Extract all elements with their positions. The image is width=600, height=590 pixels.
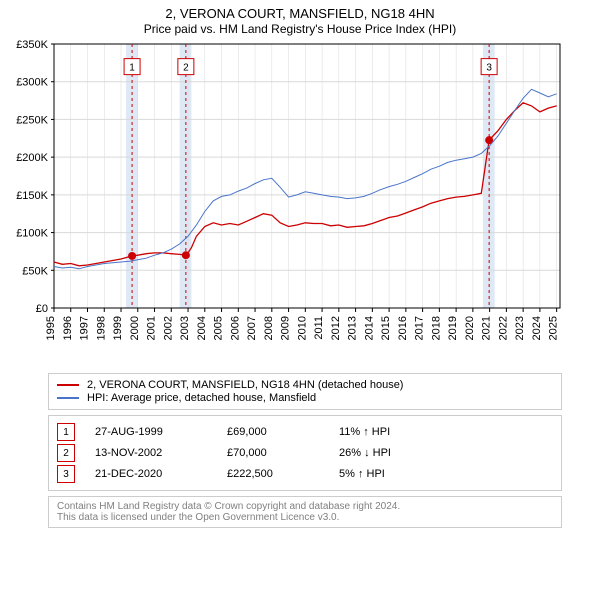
x-tick-label: 2005	[213, 316, 225, 340]
x-tick-label: 1999	[112, 316, 124, 340]
y-tick-label: £250K	[16, 115, 48, 127]
x-tick-label: 2011	[313, 316, 325, 340]
x-tick-label: 1997	[79, 316, 91, 340]
legend-item: HPI: Average price, detached house, Mans…	[57, 392, 553, 404]
x-tick-label: 2001	[146, 316, 158, 340]
event-marker-label: 2	[183, 63, 189, 74]
event-badge: 1	[57, 423, 75, 441]
x-tick-label: 2007	[246, 316, 258, 340]
sale-point	[182, 251, 190, 259]
event-price: £69,000	[227, 426, 327, 438]
event-marker-label: 1	[129, 63, 135, 74]
x-tick-label: 2024	[531, 316, 543, 340]
x-tick-label: 1996	[62, 316, 74, 340]
event-date: 13-NOV-2002	[95, 447, 215, 459]
event-date: 27-AUG-1999	[95, 426, 215, 438]
x-tick-label: 2015	[380, 316, 392, 340]
x-tick-label: 2004	[196, 316, 208, 340]
event-row: 2 13-NOV-2002 £70,000 26% ↓ HPI	[57, 444, 553, 462]
chart-title: 2, VERONA COURT, MANSFIELD, NG18 4HN	[8, 6, 592, 22]
x-tick-label: 2020	[464, 316, 476, 340]
event-date: 21-DEC-2020	[95, 468, 215, 480]
x-tick-label: 2010	[296, 316, 308, 340]
x-tick-label: 1995	[45, 316, 57, 340]
legend-label: HPI: Average price, detached house, Mans…	[87, 392, 316, 404]
x-tick-label: 2014	[363, 316, 375, 340]
event-badge: 3	[57, 465, 75, 483]
event-delta: 26% ↓ HPI	[339, 447, 553, 459]
x-tick-label: 2021	[481, 316, 493, 340]
event-row: 3 21-DEC-2020 £222,500 5% ↑ HPI	[57, 465, 553, 483]
x-tick-label: 1998	[95, 316, 107, 340]
x-tick-label: 2012	[330, 316, 342, 340]
x-tick-label: 2022	[497, 316, 509, 340]
legend-label: 2, VERONA COURT, MANSFIELD, NG18 4HN (de…	[87, 379, 403, 391]
x-tick-label: 2000	[129, 316, 141, 340]
x-tick-label: 2018	[430, 316, 442, 340]
x-tick-label: 2003	[179, 316, 191, 340]
y-tick-label: £300K	[16, 77, 48, 89]
chart-subtitle: Price paid vs. HM Land Registry's House …	[8, 22, 592, 36]
legend-item: 2, VERONA COURT, MANSFIELD, NG18 4HN (de…	[57, 379, 553, 391]
event-marker-label: 3	[486, 63, 492, 74]
event-delta: 11% ↑ HPI	[339, 426, 553, 438]
line-chart-svg: £0 £50K £100K £150K £200K £250K £300K £350K 1995…	[8, 38, 568, 368]
x-tick-label: 2023	[514, 316, 526, 340]
x-tick-label: 2006	[229, 316, 241, 340]
license-notice: Contains HM Land Registry data © Crown c…	[48, 496, 562, 528]
page-root: 2, VERONA COURT, MANSFIELD, NG18 4HN Pri…	[0, 0, 600, 590]
y-tick-label: £0	[36, 303, 48, 315]
y-tick-label: £350K	[16, 39, 48, 51]
legend: 2, VERONA COURT, MANSFIELD, NG18 4HN (de…	[48, 373, 562, 410]
y-tick-label: £150K	[16, 190, 48, 202]
x-tick-label: 2009	[280, 316, 292, 340]
y-tick-label: £200K	[16, 152, 48, 164]
y-tick-label: £100K	[16, 228, 48, 240]
event-price: £70,000	[227, 447, 327, 459]
license-line-1: Contains HM Land Registry data © Crown c…	[57, 501, 553, 512]
x-tick-label: 2002	[162, 316, 174, 340]
sale-point	[128, 252, 136, 260]
y-tick-label: £50K	[22, 266, 48, 278]
legend-swatch	[57, 384, 79, 386]
x-tick-label: 2017	[414, 316, 426, 340]
x-tick-label: 2008	[263, 316, 275, 340]
event-row: 1 27-AUG-1999 £69,000 11% ↑ HPI	[57, 423, 553, 441]
event-delta: 5% ↑ HPI	[339, 468, 553, 480]
x-tick-label: 2016	[397, 316, 409, 340]
event-badge: 2	[57, 444, 75, 462]
event-price: £222,500	[227, 468, 327, 480]
license-line-2: This data is licensed under the Open Gov…	[57, 512, 553, 523]
x-tick-label: 2019	[447, 316, 459, 340]
chart-area: £0 £50K £100K £150K £200K £250K £300K £350K 1995…	[8, 38, 592, 368]
legend-swatch	[57, 397, 79, 399]
events-table: 1 27-AUG-1999 £69,000 11% ↑ HPI 2 13-NOV-2002…	[48, 415, 562, 491]
x-tick-label: 2013	[347, 316, 359, 340]
x-tick-label: 2025	[548, 316, 560, 340]
